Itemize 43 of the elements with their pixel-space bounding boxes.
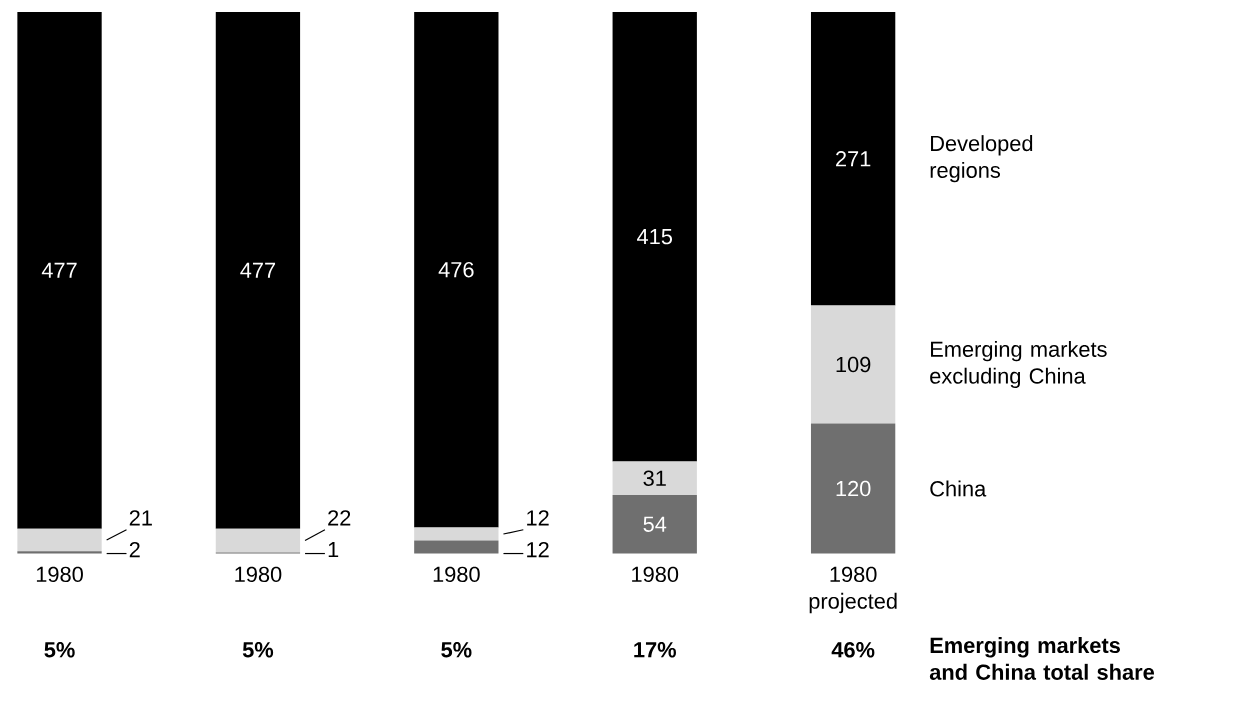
- bar: [810, 423, 896, 554]
- data-label: 12: [527, 510, 549, 526]
- data-label: 415: [637, 228, 673, 245]
- bar: [810, 305, 896, 424]
- bar: [612, 494, 697, 554]
- bar: [612, 11, 697, 462]
- text: 5%: [441, 641, 472, 658]
- text: 46%: [831, 641, 875, 658]
- x-tick-label: 1980: [632, 566, 679, 583]
- x-tick-label: 1980: [36, 566, 83, 583]
- series-label: Emerging markets excluding China: [930, 340, 1107, 388]
- data-label: 12: [527, 541, 549, 558]
- text: 17%: [634, 642, 676, 658]
- bar: [414, 11, 499, 528]
- bar: [414, 540, 499, 554]
- data-label: 22: [328, 510, 351, 526]
- data-label: 31: [643, 470, 666, 486]
- text: 5%: [44, 641, 75, 658]
- text: 5%: [242, 641, 274, 658]
- data-label: 476: [438, 261, 474, 278]
- bar: [414, 527, 499, 541]
- x-tick-label: 1980: [235, 566, 282, 583]
- data-label: 271: [836, 150, 871, 167]
- x-tick-label: 1980 projected: [809, 566, 897, 614]
- bar: [17, 528, 102, 552]
- data-label: 1: [328, 541, 339, 557]
- data-label: 54: [643, 516, 667, 532]
- bar: [215, 11, 301, 529]
- data-label: 109: [836, 356, 871, 373]
- series-label: China: [930, 480, 987, 497]
- bar: [810, 11, 896, 306]
- data-label: 120: [836, 480, 871, 497]
- x-tick-label: 1980: [433, 566, 480, 583]
- bar: [17, 11, 102, 529]
- bar: [612, 461, 697, 495]
- data-label: 2: [129, 541, 140, 558]
- series-label: Developed regions: [930, 135, 1033, 183]
- bar: [17, 551, 102, 554]
- data-label: 477: [240, 262, 276, 278]
- text: Emerging markets and China total share: [929, 636, 1155, 680]
- data-label: 477: [41, 262, 77, 278]
- data-label: 21: [129, 510, 152, 526]
- bar: [215, 528, 301, 553]
